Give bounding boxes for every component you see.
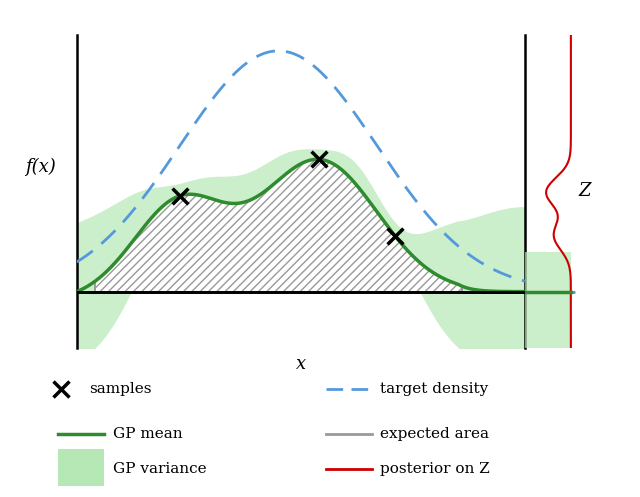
Text: GP variance: GP variance [113, 462, 206, 476]
Bar [58, 449, 104, 486]
Text: Z: Z [579, 182, 591, 200]
Text: expected area: expected area [380, 427, 490, 441]
Point [175, 192, 185, 200]
Text: posterior on Z: posterior on Z [380, 462, 490, 476]
Y-axis label: f(x): f(x) [26, 158, 56, 175]
X-axis label: x: x [296, 355, 306, 373]
Text: GP mean: GP mean [113, 427, 182, 441]
Text: samples: samples [90, 382, 152, 396]
Point [314, 156, 324, 164]
Point [390, 232, 400, 240]
Text: target density: target density [380, 382, 489, 396]
